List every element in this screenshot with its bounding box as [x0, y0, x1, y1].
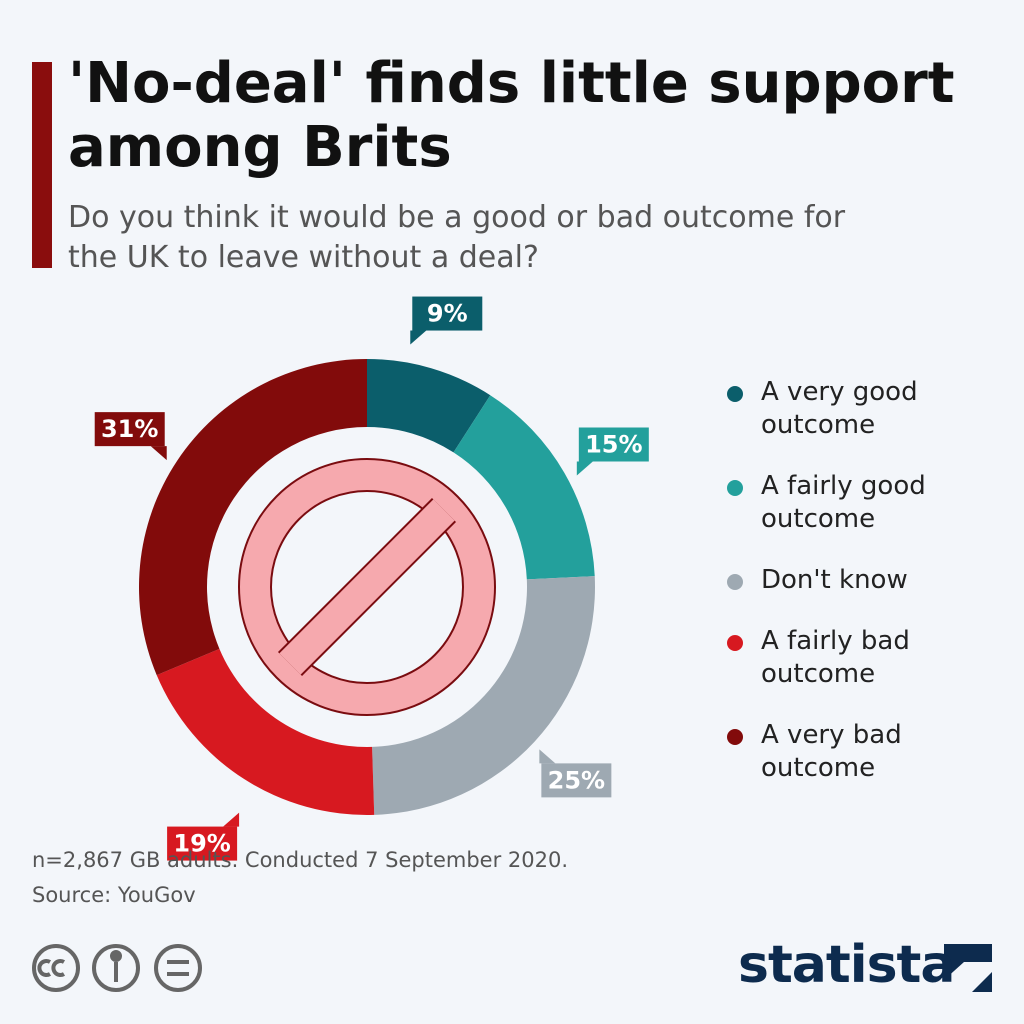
logo-mark — [944, 944, 992, 992]
legend-swatch — [727, 574, 743, 590]
chart-title: 'No-deal' finds little support among Bri… — [68, 51, 955, 180]
legend-entry: A fairly bad outcome — [727, 625, 967, 691]
value-label: 15% — [585, 431, 642, 459]
label-box — [167, 826, 238, 861]
legend-swatch — [727, 480, 743, 496]
donut-segment — [139, 359, 367, 676]
legend: A very good outcome A fairly good outcome… — [727, 376, 967, 785]
legend-label: A very bad outcome — [761, 720, 902, 783]
label-pointer — [539, 749, 556, 764]
label-box — [541, 763, 612, 798]
value-label: 31% — [101, 415, 158, 443]
value-label: 19% — [173, 830, 230, 858]
legend-label: A fairly good outcome — [761, 471, 926, 534]
label-box — [578, 427, 649, 462]
label-pointer — [410, 330, 427, 345]
logo: statista — [738, 935, 955, 995]
legend-swatch — [727, 729, 743, 745]
label-pointer — [150, 446, 167, 461]
legend-entry: Don't know — [727, 564, 967, 597]
value-label: 25% — [548, 766, 605, 794]
legend-label: A very good outcome — [761, 377, 918, 440]
legend-swatch — [727, 386, 743, 402]
label-box — [412, 296, 483, 331]
legend-entry: A fairly good outcome — [727, 470, 967, 536]
legend-swatch — [727, 635, 743, 651]
donut-segment — [453, 395, 595, 580]
license-icons — [32, 944, 202, 992]
donut-segment — [372, 576, 596, 815]
legend-label: Don't know — [761, 565, 908, 595]
label-pointer — [576, 461, 593, 476]
note: n=2,867 GB adults. Conducted 7 September… — [32, 848, 568, 872]
label-box — [94, 412, 165, 447]
donut-segment — [367, 359, 491, 453]
legend-entry: A very good outcome — [727, 376, 967, 442]
accent-bar — [32, 62, 52, 268]
no-sign — [238, 458, 496, 716]
legend-entry: A very bad outcome — [727, 719, 967, 785]
value-label: 9% — [427, 300, 468, 328]
source: Source: YouGov — [32, 883, 196, 907]
chart-subtitle: Do you think it would be a good or bad o… — [68, 200, 846, 275]
donut-segment — [156, 648, 375, 815]
donut — [139, 359, 596, 815]
legend-label: A fairly bad outcome — [761, 626, 910, 689]
label-pointer — [223, 812, 240, 827]
